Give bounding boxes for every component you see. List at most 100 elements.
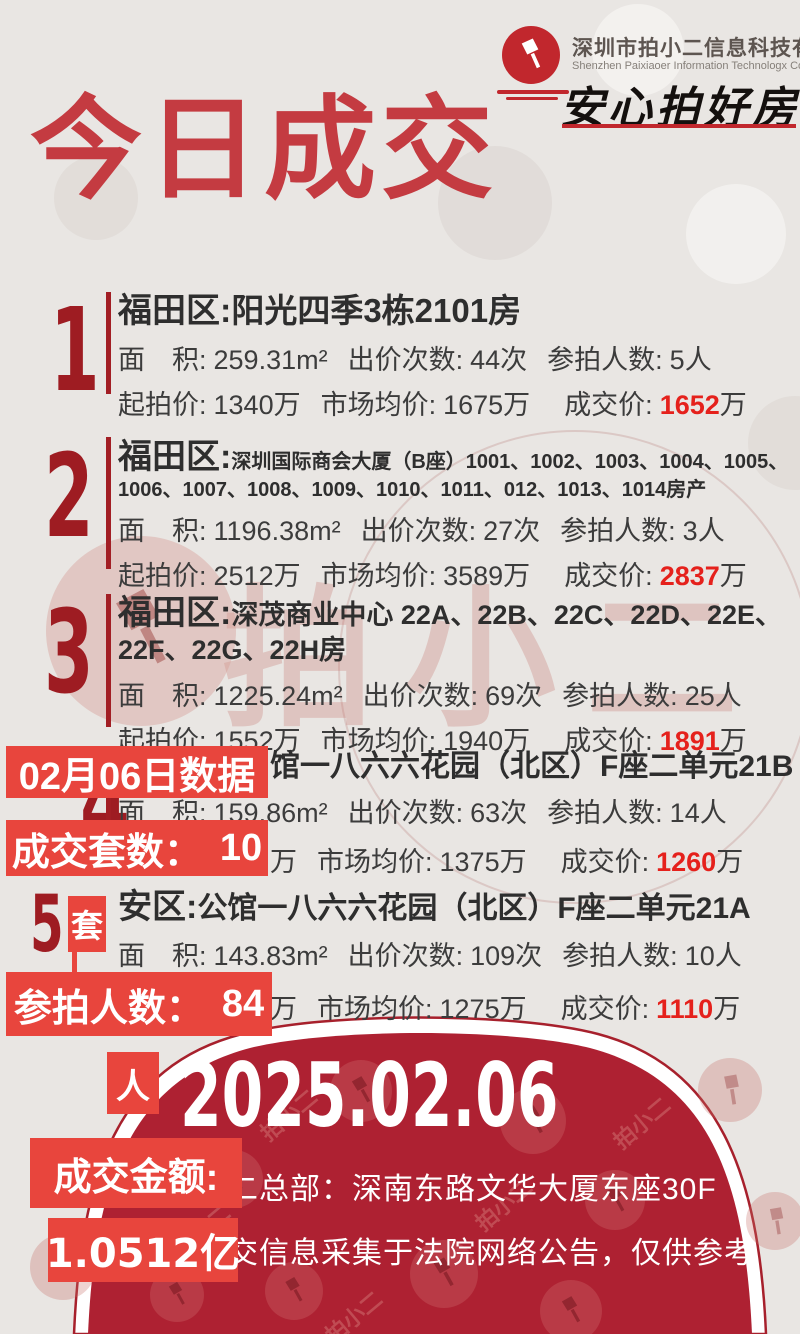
watermark-gavel-dot — [698, 1058, 762, 1122]
logo-underline — [506, 97, 558, 100]
item-divider-bar — [106, 292, 111, 394]
item-title: 福田区:深茂商业中心 22A、22B、22C、22D、22E、22F、22G、2… — [118, 592, 800, 668]
start-price-label: 起拍价: — [118, 390, 207, 421]
deal-price-label: 成交价: — [564, 560, 653, 591]
item-area-row: 面 积: 143.83m² 出价次数: 109次 参拍人数: 10人 — [118, 934, 800, 973]
start-price-label: 起拍价: — [118, 560, 207, 591]
bidders-value: 25人 — [684, 680, 742, 711]
bids-label: 出价次数: — [362, 680, 479, 711]
bids-label: 出价次数: — [360, 515, 477, 546]
bids-label: 出价次数: — [347, 941, 464, 972]
market-price-label: 市场均价: — [320, 725, 437, 756]
bids-value: 69次 — [485, 680, 543, 711]
bids-value: 44次 — [470, 345, 528, 376]
page-title: 今日成交 — [30, 85, 498, 215]
item-name: 公馆一八六六花园（北区）F座二单元21A — [197, 892, 751, 925]
bidders-value: 10人 — [684, 941, 742, 972]
company-logo — [502, 26, 560, 84]
item-area-row: 面 积: 259.31m² 出价次数: 44次 参拍人数: 5人 — [118, 338, 800, 377]
deal-count-label: 成交套数： — [11, 831, 202, 874]
item-area-row: 面 积: 159.86m² 出价次数: 63次 参拍人数: 14人 — [118, 791, 800, 830]
watermark-dot — [686, 184, 786, 284]
footer-date: 2025.02.06 — [180, 1044, 559, 1147]
bidders-total-value: 84 — [221, 982, 265, 1025]
item-region: 福田区: — [118, 292, 232, 330]
deal-price-label: 成交价: — [560, 994, 650, 1025]
item-title: 福田区:阳光四季3栋2101房 — [118, 290, 800, 332]
amount-value-badge: 1.0512亿 — [46, 1218, 240, 1282]
item-price-row: 起拍价: 1340万 市场均价: 1675万 成交价: 1652万 — [118, 383, 800, 422]
deal-price-unit: 万 — [719, 725, 747, 756]
gavel-icon — [723, 1074, 739, 1105]
bidders-value: 5人 — [669, 345, 712, 376]
unit-ren-badge: 人 — [107, 1052, 159, 1114]
bidders-label: 参拍人数: — [547, 345, 663, 376]
gavel-icon — [116, 589, 166, 664]
bidders-label: 参拍人数: — [560, 515, 676, 546]
deal-price-unit: 万 — [713, 994, 741, 1025]
deal-price-value: 1260 — [656, 847, 717, 878]
market-price-value: 1940万 — [443, 725, 531, 756]
item-region: 福田区: — [118, 438, 232, 476]
market-price-value: 1275万 — [439, 994, 527, 1025]
watermark-ring — [338, 430, 800, 904]
item-number: 3 — [44, 586, 94, 720]
area-label: 面 积: — [118, 515, 207, 546]
watermark-dot — [54, 156, 138, 240]
market-price-value: 1375万 — [439, 847, 527, 878]
item-number: 5 — [30, 880, 64, 970]
company-name-cn: 深圳市拍小二信息科技有限公司 — [572, 37, 800, 60]
item-divider-bar — [106, 752, 111, 864]
badge-connector-line — [72, 952, 77, 974]
bids-label: 出价次数: — [347, 798, 464, 829]
bids-value: 109次 — [470, 941, 543, 972]
bidders-total-badge: 参拍人数： 84 — [6, 972, 272, 1036]
market-price-label: 市场均价: — [317, 847, 433, 878]
deal-price-unit: 万 — [719, 390, 747, 421]
start-price-remnant: 万 — [270, 994, 297, 1025]
item-divider-bar — [106, 594, 111, 727]
gavel-icon — [285, 1277, 303, 1302]
area-value: 143.83m² — [213, 941, 328, 972]
item-price-row: 万市场均价: 1375万 成交价: 1260万 — [118, 840, 800, 879]
watermark-dot — [592, 4, 684, 96]
logo-underline — [497, 90, 569, 94]
deal-count-badge: 成交套数： 10 — [6, 820, 268, 876]
deal-price-value: 2837 — [659, 560, 720, 591]
item-number: 1 — [50, 284, 100, 418]
gavel-icon — [521, 38, 541, 69]
deal-price-label: 成交价: — [564, 390, 653, 421]
bids-value: 27次 — [483, 515, 541, 546]
item-region: 福田区: — [118, 594, 232, 632]
item-name: 深茂商业中心 22A、22B、22C、22D、22E、22F、22G、22H房 — [118, 600, 782, 666]
item-name: 深圳国际商会大厦（B座）1001、1002、1003、1004、1005、100… — [118, 451, 789, 502]
item-number: 2 — [44, 430, 94, 564]
item-title: 福田区:深圳国际商会大厦（B座）1001、1002、1003、1004、1005… — [118, 436, 800, 503]
market-price-value: 3589万 — [443, 560, 531, 591]
bidders-label: 参拍人数: — [547, 798, 663, 829]
date-data-badge: 02月06日数据 — [6, 746, 268, 798]
slogan-underline — [562, 124, 796, 128]
bidders-value: 3人 — [682, 515, 725, 546]
bids-value: 63次 — [470, 798, 528, 829]
start-price-value: 2512万 — [213, 560, 301, 591]
bidders-total-label: 参拍人数： — [13, 987, 204, 1030]
watermark-dot — [438, 146, 552, 260]
item-name: 阳光四季3栋2101房 — [231, 292, 522, 329]
bidders-label: 参拍人数: — [562, 941, 678, 972]
deal-price-unit: 万 — [716, 847, 744, 878]
market-price-label: 市场均价: — [320, 390, 437, 421]
area-value: 259.31m² — [213, 345, 328, 376]
deal-price-label: 成交价: — [564, 725, 653, 756]
watermark-brand-text: 拍小二 — [320, 1286, 388, 1334]
unit-tao-badge: 套 — [68, 896, 106, 952]
amount-label-badge: 成交金额: — [30, 1138, 242, 1208]
deal-price-value: 1652 — [659, 390, 720, 421]
area-label: 面 积: — [118, 345, 207, 376]
deal-price-value: 1891 — [659, 725, 720, 756]
deal-price-label: 成交价: — [560, 847, 650, 878]
hq-address: 二总部：深南东路文华大厦东座30F — [228, 1173, 717, 1206]
item-title: 安区:公馆一八六六花园（北区）F座二单元21A — [118, 886, 800, 928]
watermark-brand-text: 拍小二 — [222, 575, 768, 745]
